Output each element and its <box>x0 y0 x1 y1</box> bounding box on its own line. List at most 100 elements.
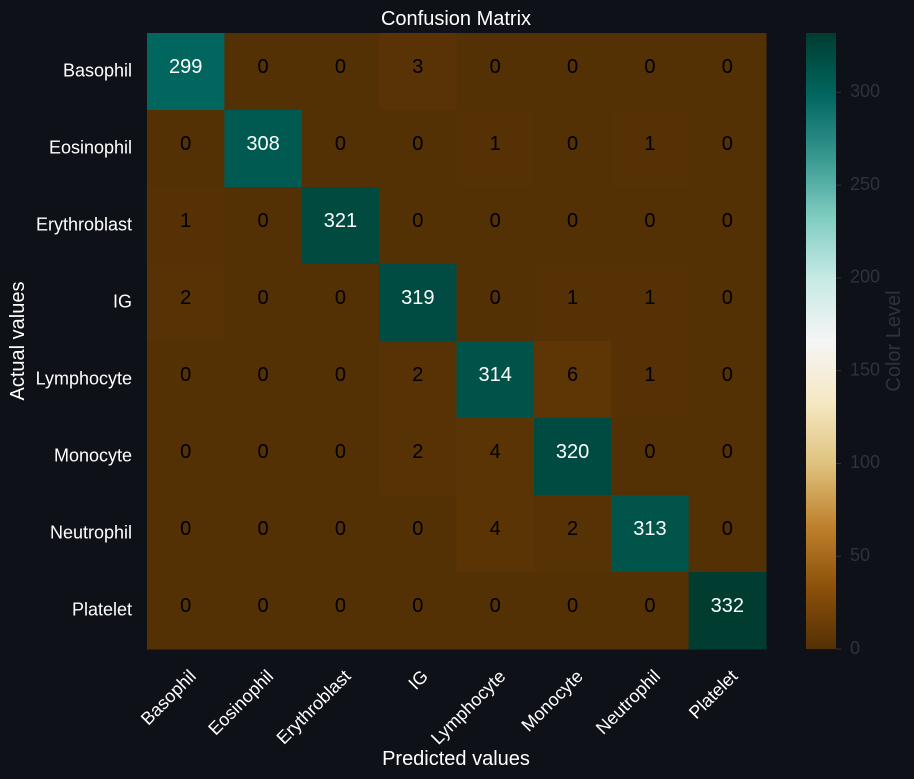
cell-value-label: 1 <box>490 133 501 155</box>
x-tick-label: Erythroblast <box>273 666 355 748</box>
x-tick-label: Neutrophil <box>592 666 664 738</box>
heatmap-cell <box>379 110 457 188</box>
cell-value-label: 0 <box>258 287 269 309</box>
cell-value-label: 2 <box>567 518 578 540</box>
cell-value-label: 0 <box>335 287 346 309</box>
heatmap-cell <box>147 495 225 573</box>
heatmap-cell <box>379 572 457 650</box>
heatmap-cell <box>147 110 225 188</box>
x-tick-label: Monocyte <box>517 666 586 735</box>
heatmap-cell <box>688 110 767 188</box>
heatmap-cell <box>456 495 535 573</box>
heatmap-cell <box>456 572 535 650</box>
cell-value-label: 4 <box>490 518 501 540</box>
cell-value-label: 0 <box>258 441 269 463</box>
heatmap-cell <box>533 495 612 573</box>
colorbar-tick-label: 50 <box>850 545 870 565</box>
heatmap-cell <box>147 264 225 342</box>
cell-value-label: 0 <box>412 210 423 232</box>
cell-value-label: 0 <box>722 133 733 155</box>
heatmap-cell <box>224 110 303 188</box>
heatmap-cell <box>379 418 457 496</box>
cell-value-label: 0 <box>335 518 346 540</box>
colorbar-tick-label: 200 <box>850 267 880 287</box>
cell-value-label: 0 <box>258 595 269 617</box>
heatmap-cell <box>147 572 225 650</box>
cell-value-label: 0 <box>490 287 501 309</box>
colorbar-tick-label: 150 <box>850 359 880 379</box>
cell-value-label: 0 <box>722 56 733 78</box>
y-tick-label: Monocyte <box>54 445 132 465</box>
heatmap-cell <box>379 187 457 265</box>
heatmap-cell <box>379 495 457 573</box>
cell-value-label: 0 <box>490 56 501 78</box>
cell-value-label: 0 <box>180 518 191 540</box>
heatmap-cell <box>301 110 380 188</box>
y-tick-label: Platelet <box>72 599 132 619</box>
y-tick-label: Basophil <box>63 60 132 80</box>
y-tick-label: Eosinophil <box>49 137 132 157</box>
colorbar-tick-label: 100 <box>850 452 880 472</box>
heatmap-cell <box>688 572 767 650</box>
cell-value-label: 299 <box>169 56 202 78</box>
cell-value-label: 308 <box>246 133 279 155</box>
cell-value-label: 0 <box>722 364 733 386</box>
heatmap-cell <box>224 572 303 650</box>
y-tick-labels: Basophil Eosinophil Erythroblast IG Lymphocy… <box>36 60 132 619</box>
cell-value-label: 2 <box>180 287 191 309</box>
heatmap-cell <box>379 341 457 419</box>
heatmap-cell <box>224 264 303 342</box>
heatmap-cell <box>611 341 690 419</box>
heatmap-cell <box>224 341 303 419</box>
heatmap-cell <box>533 418 612 496</box>
heatmap-cell <box>301 264 380 342</box>
cell-value-label: 321 <box>324 210 357 232</box>
heatmap-cell <box>301 418 380 496</box>
heatmap-cell <box>456 418 535 496</box>
colorbar <box>806 33 836 649</box>
heatmap-cell <box>688 264 767 342</box>
heatmap-cell <box>533 572 612 650</box>
y-tick-label: Lymphocyte <box>36 368 132 388</box>
cell-value-label: 0 <box>722 441 733 463</box>
heatmap-cell <box>147 187 225 265</box>
heatmap-cell <box>456 33 535 111</box>
cell-value-label: 6 <box>567 364 578 386</box>
cell-value-label: 0 <box>335 56 346 78</box>
heatmap-cell <box>147 341 225 419</box>
heatmap-cell <box>456 264 535 342</box>
cell-value-label: 314 <box>479 364 512 386</box>
cell-value-label: 3 <box>412 56 423 78</box>
heatmap-cell <box>688 418 767 496</box>
cell-value-label: 0 <box>258 364 269 386</box>
cell-value-label: 0 <box>644 56 655 78</box>
heatmap-cell <box>688 341 767 419</box>
cell-value-label: 0 <box>722 518 733 540</box>
heatmap-cell <box>224 495 303 573</box>
heatmap-cells <box>147 33 767 650</box>
heatmap-cell <box>147 418 225 496</box>
heatmap-cell <box>301 187 380 265</box>
cell-value-label: 0 <box>335 441 346 463</box>
cell-value-label: 0 <box>567 56 578 78</box>
cell-value-label: 1 <box>180 210 191 232</box>
cell-value-label: 1 <box>644 133 655 155</box>
cell-value-label: 0 <box>722 210 733 232</box>
heatmap-cell <box>301 33 380 111</box>
cell-value-label: 0 <box>722 287 733 309</box>
heatmap-cell <box>533 33 612 111</box>
cell-value-label: 0 <box>644 595 655 617</box>
cell-value-label: 0 <box>490 595 501 617</box>
x-tick-label: Platelet <box>685 666 742 723</box>
heatmap-cell <box>611 187 690 265</box>
heatmap-cell <box>224 33 303 111</box>
cell-value-label: 0 <box>412 133 423 155</box>
cell-value-label: 319 <box>401 287 434 309</box>
cell-value-label: 1 <box>644 364 655 386</box>
cell-value-label: 0 <box>180 441 191 463</box>
chart-title: Confusion Matrix <box>381 8 531 30</box>
cell-value-label: 4 <box>490 441 501 463</box>
heatmap-cell <box>379 264 457 342</box>
